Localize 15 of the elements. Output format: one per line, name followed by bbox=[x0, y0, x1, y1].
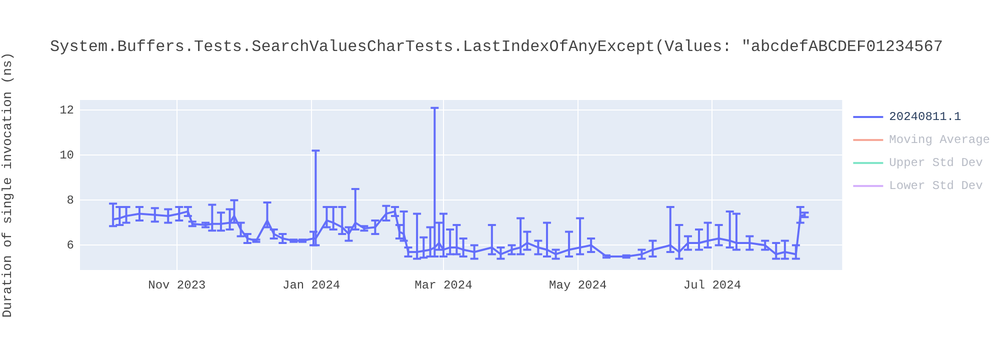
legend-label: Upper Std Dev bbox=[889, 156, 983, 170]
x-tick-label: Jan 2024 bbox=[282, 278, 340, 292]
x-tick-label: Nov 2023 bbox=[148, 278, 206, 292]
legend-label: Moving Average bbox=[889, 133, 990, 148]
y-tick-label: 10 bbox=[60, 148, 74, 162]
x-tick-label: Jul 2024 bbox=[683, 278, 742, 292]
x-tick-label: Mar 2024 bbox=[414, 278, 472, 292]
chart-title: System.Buffers.Tests.SearchValuesCharTests.LastIndexOfAnyExcept(Values: "abcdefABCDEF01234567 bbox=[50, 38, 943, 56]
legend-label: 20240811.1 bbox=[889, 110, 962, 124]
x-tick-label: May 2024 bbox=[549, 278, 607, 292]
y-tick-label: 12 bbox=[60, 103, 74, 118]
y-tick-label: 8 bbox=[66, 193, 74, 208]
y-axis-title: Duration of single invocation (ns) bbox=[0, 52, 16, 318]
y-tick-label: 6 bbox=[66, 238, 74, 252]
legend-label: Lower Std Dev bbox=[889, 179, 983, 194]
